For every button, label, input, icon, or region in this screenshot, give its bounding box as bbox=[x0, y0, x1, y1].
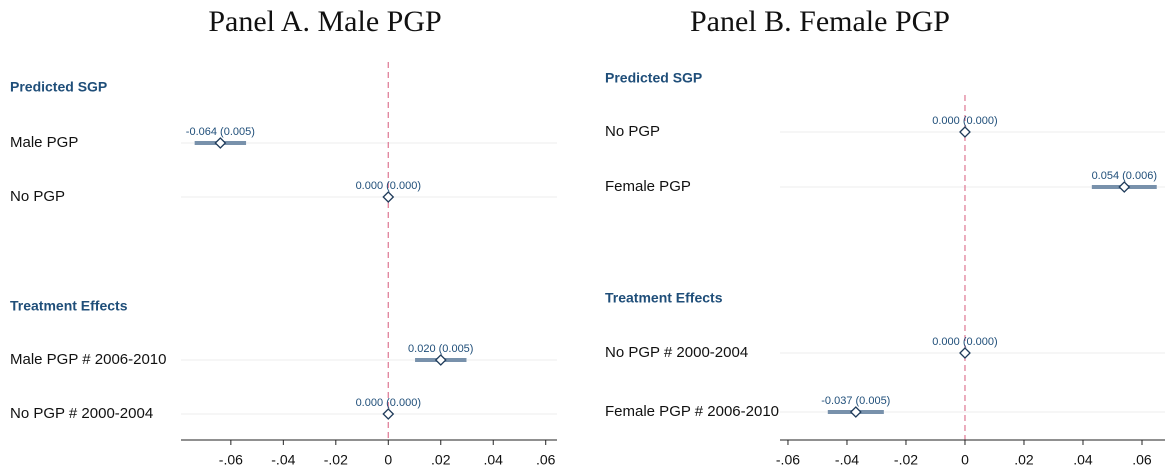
value-label: 0.054 (0.006) bbox=[1092, 170, 1157, 182]
x-tick-label: -.02 bbox=[324, 452, 348, 468]
row-label: Female PGP # 2006-2010 bbox=[605, 403, 779, 420]
row-label: No PGP # 2000-2004 bbox=[10, 405, 153, 422]
value-label: -0.064 (0.005) bbox=[186, 126, 255, 138]
group-header: Predicted SGP bbox=[10, 79, 107, 95]
point-marker bbox=[1118, 181, 1131, 193]
x-tick-label: .02 bbox=[431, 452, 451, 468]
value-label: 0.020 (0.005) bbox=[408, 343, 473, 355]
x-tick-label: .06 bbox=[536, 452, 556, 468]
x-tick-label: -.06 bbox=[776, 452, 800, 468]
value-label: 0.000 (0.000) bbox=[356, 180, 421, 192]
point-marker bbox=[959, 126, 971, 138]
x-tick-label: -.02 bbox=[894, 452, 918, 468]
x-tick-label: .06 bbox=[1132, 452, 1152, 468]
x-tick-label: -.04 bbox=[835, 452, 859, 468]
x-tick-label: .02 bbox=[1014, 452, 1034, 468]
x-tick-label: 0 bbox=[961, 452, 969, 468]
x-tick-label: -.06 bbox=[219, 452, 243, 468]
row-label: No PGP bbox=[10, 188, 65, 205]
value-label: 0.000 (0.000) bbox=[932, 336, 997, 348]
point-marker bbox=[382, 191, 395, 203]
value-label: 0.000 (0.000) bbox=[932, 115, 997, 127]
row-label: No PGP # 2000-2004 bbox=[605, 344, 748, 361]
value-label: -0.037 (0.005) bbox=[821, 395, 890, 407]
row-label: No PGP bbox=[605, 123, 660, 140]
x-tick-label: 0 bbox=[384, 452, 392, 468]
row-label: Male PGP # 2006-2010 bbox=[10, 351, 167, 368]
row-label: Male PGP bbox=[10, 134, 78, 151]
point-marker bbox=[434, 354, 447, 366]
row-label: Female PGP bbox=[605, 178, 691, 195]
x-tick-label: .04 bbox=[484, 452, 504, 468]
point-marker bbox=[214, 137, 227, 149]
panel-title: Panel B. Female PGP bbox=[690, 5, 950, 38]
x-tick-label: -.04 bbox=[271, 452, 295, 468]
group-header: Treatment Effects bbox=[10, 298, 128, 314]
point-marker bbox=[382, 408, 395, 420]
panel-title: Panel A. Male PGP bbox=[208, 5, 441, 38]
group-header: Treatment Effects bbox=[605, 290, 723, 306]
x-tick-label: .04 bbox=[1073, 452, 1093, 468]
value-label: 0.000 (0.000) bbox=[356, 397, 421, 409]
point-marker bbox=[849, 406, 862, 418]
group-header: Predicted SGP bbox=[605, 70, 702, 86]
point-marker bbox=[959, 347, 971, 359]
